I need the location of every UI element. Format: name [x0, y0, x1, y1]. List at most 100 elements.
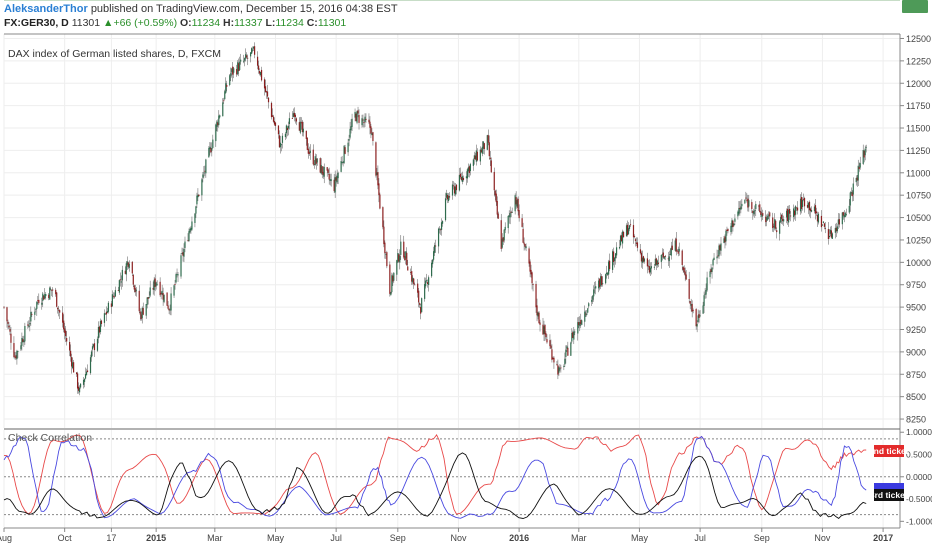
candle-down	[545, 333, 547, 338]
candle-up	[285, 125, 288, 134]
candle-down	[355, 113, 357, 122]
candle-down	[63, 320, 65, 330]
candle-up	[857, 165, 859, 181]
candle-up	[709, 271, 711, 278]
candle-up	[730, 225, 732, 232]
candle-down	[809, 208, 812, 212]
candle-down	[556, 364, 558, 366]
candle-down	[152, 287, 154, 290]
candle-down	[168, 308, 170, 311]
candle-up	[503, 229, 505, 241]
candle-down	[69, 341, 71, 351]
candle-up	[224, 91, 226, 100]
open-label: O:	[180, 17, 192, 29]
candle-up	[828, 235, 830, 238]
candle-down	[264, 86, 267, 92]
candle-down	[267, 97, 270, 103]
candle-down	[328, 173, 330, 180]
candle-up	[451, 184, 454, 196]
candle-down	[495, 193, 497, 203]
candle-up	[42, 293, 44, 302]
candle-up	[486, 135, 488, 150]
candle-down	[765, 216, 767, 223]
candle-down	[246, 55, 248, 58]
candle-down	[719, 245, 721, 251]
candle-up	[660, 254, 662, 262]
candle-up	[176, 274, 178, 276]
candle-up	[697, 315, 699, 322]
candle-up	[208, 148, 210, 158]
candle-up	[621, 231, 624, 244]
candle-down	[622, 231, 625, 238]
indicator-y-tick-label: -0.5000	[906, 494, 932, 504]
candle-up	[440, 222, 443, 230]
candle-down	[326, 167, 328, 171]
author-link[interactable]: AleksanderThor	[4, 3, 88, 15]
candle-down	[398, 254, 400, 262]
candle-up	[711, 267, 713, 273]
candle-down	[536, 305, 538, 316]
candle-up	[734, 218, 736, 222]
candle-up	[862, 149, 864, 164]
candle-up	[302, 128, 304, 133]
candle-down	[747, 198, 749, 208]
candle-up	[99, 320, 102, 333]
candle-down	[363, 122, 365, 123]
candle-down	[417, 283, 419, 293]
x-tick-label: Sep	[390, 533, 406, 543]
candle-up	[625, 225, 628, 236]
ticker3-label: 3rd ticker	[870, 490, 909, 500]
candle-down	[138, 290, 140, 312]
candle-down	[488, 142, 490, 157]
candle-up	[82, 379, 85, 385]
candle-down	[370, 126, 372, 134]
candle-down	[781, 214, 783, 219]
candle-up	[587, 308, 589, 313]
high-label: H:	[223, 17, 235, 29]
candle-down	[300, 122, 302, 124]
candle-up	[184, 241, 186, 248]
candle-down	[632, 225, 635, 238]
candle-down	[377, 172, 379, 186]
candle-down	[76, 373, 79, 389]
candle-up	[704, 293, 706, 295]
candle-down	[335, 177, 337, 181]
candle-up	[287, 125, 290, 129]
candle-down	[119, 279, 121, 281]
symbol-name[interactable]: FX:GER30, D	[4, 17, 69, 29]
candle-down	[62, 312, 64, 323]
candle-down	[553, 357, 555, 363]
candle-down	[524, 244, 526, 247]
candle-up	[385, 254, 387, 255]
candle-up	[107, 302, 110, 312]
candle-up	[288, 118, 291, 125]
close-value: 11301	[317, 17, 347, 29]
candle-down	[535, 283, 537, 308]
candle-down	[521, 218, 523, 227]
candle-down	[532, 284, 534, 285]
candle-down	[263, 79, 266, 89]
candle-up	[656, 260, 658, 266]
candle-up	[44, 294, 46, 299]
candle-up	[20, 345, 22, 350]
candle-down	[379, 194, 381, 209]
candle-down	[775, 220, 777, 229]
x-tick-label: Aug	[0, 533, 12, 543]
candle-down	[305, 130, 307, 139]
candle-down	[681, 250, 683, 265]
candle-up	[120, 281, 122, 283]
candle-up	[400, 241, 402, 255]
candle-up	[559, 368, 561, 370]
candle-down	[434, 245, 437, 247]
candle-up	[843, 214, 845, 218]
candle-down	[455, 184, 458, 191]
candle-up	[216, 121, 218, 127]
y-tick-label: 10250	[906, 235, 931, 245]
candle-down	[357, 110, 359, 114]
y-tick-label: 9500	[906, 303, 926, 313]
candle-up	[703, 295, 705, 306]
candle-down	[823, 223, 826, 227]
candle-down	[382, 207, 384, 228]
candle-down	[223, 100, 225, 102]
